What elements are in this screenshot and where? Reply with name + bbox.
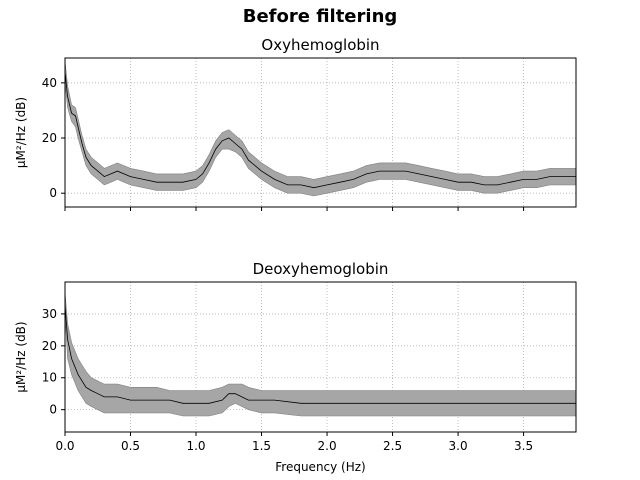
x-tick-label: 3.0 <box>449 439 468 453</box>
y-tick-label: 20 <box>42 131 57 145</box>
mean-psd-line <box>64 71 576 189</box>
x-tick-label: 2.0 <box>318 439 337 453</box>
subplot-title: Deoxyhemoglobin <box>253 260 389 278</box>
y-tick-label: 0 <box>49 403 57 417</box>
std-band <box>64 60 577 197</box>
x-tick-label: 1.0 <box>186 439 205 453</box>
y-tick-label: 20 <box>42 339 57 353</box>
x-tick-label: 2.5 <box>383 439 402 453</box>
y-axis-label: µM²/Hz (dB) <box>14 321 28 392</box>
y-axis-label: µM²/Hz (dB) <box>14 97 28 168</box>
x-tick-label: 3.5 <box>514 439 533 453</box>
axes-frame <box>64 57 577 208</box>
mean-psd-line <box>64 304 576 404</box>
axes-frame <box>64 281 577 433</box>
figure-title: Before filtering <box>242 6 398 27</box>
subplot-1: 0 20 40 Oxyhemoglobin µM²/Hz (dB) <box>14 36 577 211</box>
std-band <box>64 291 577 417</box>
x-axis-label: Frequency (Hz) <box>275 460 366 474</box>
y-tick-label: 0 <box>49 186 57 200</box>
subplot-title: Oxyhemoglobin <box>261 36 379 54</box>
y-tick-label: 30 <box>42 307 57 321</box>
y-tick-label: 40 <box>42 76 57 90</box>
x-tick-label: 1.5 <box>252 439 271 453</box>
subplot-2: 0.0 0.5 1.0 1.5 2.0 2.5 3.0 3.5 0 10 20 30 Deoxyhemo… <box>14 260 577 474</box>
x-tick-label: 0.5 <box>121 439 140 453</box>
x-tick-label: 0.0 <box>55 439 74 453</box>
y-tick-label: 10 <box>42 371 57 385</box>
